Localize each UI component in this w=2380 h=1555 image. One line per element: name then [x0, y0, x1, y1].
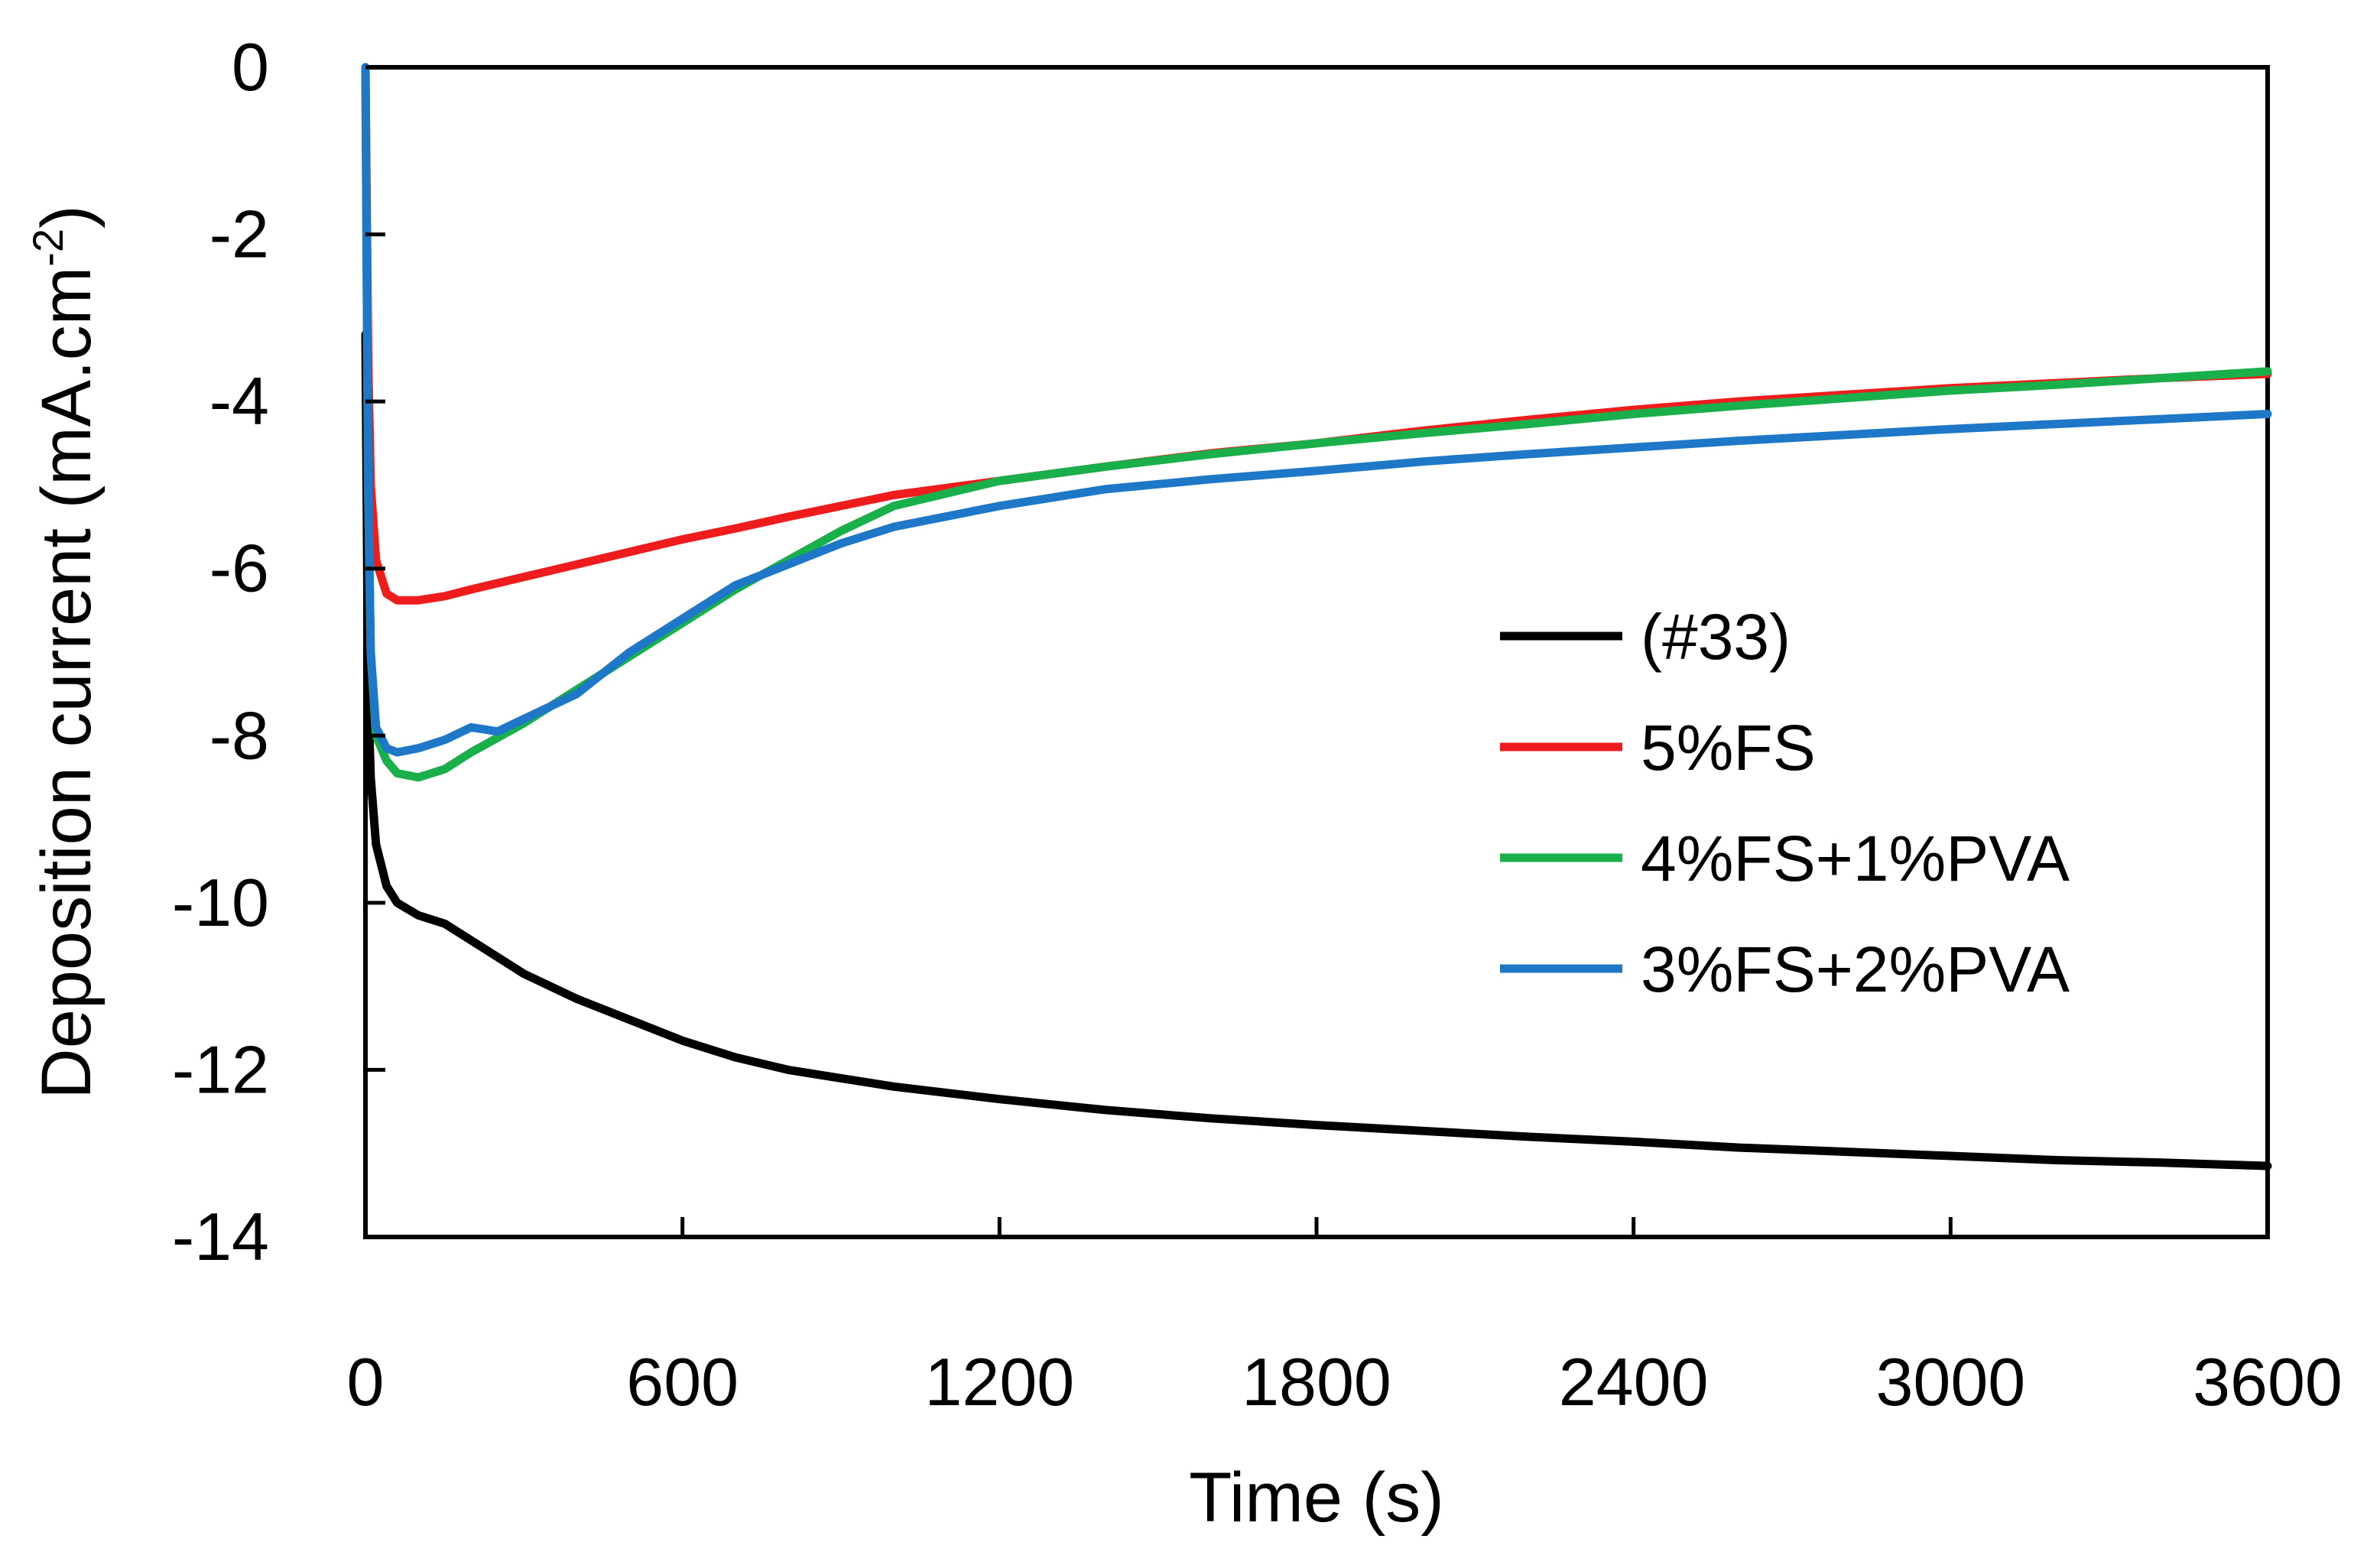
plot-area-frame: [363, 65, 2270, 1239]
legend-label-4-fs-1-pva: 4%FS+1%PVA: [1641, 823, 2070, 894]
y-tick-label: 0: [232, 29, 269, 105]
y-axis-title-main: Deposition current (mA.cm: [28, 267, 106, 1099]
y-tick-label: -10: [172, 865, 269, 940]
legend: (#33) 5%FS 4%FS+1%PVA 3%FS+2%PVA: [1500, 601, 2070, 1005]
legend-label-3-fs-2-pva: 3%FS+2%PVA: [1641, 933, 2070, 1005]
series-line-3-fs-2-pva: [361, 63, 2272, 757]
x-tick-label: 1800: [1242, 1344, 1391, 1420]
x-tick-label: 0: [347, 1344, 385, 1420]
legend-label-33: (#33): [1641, 601, 1791, 673]
y-tick-label: -12: [172, 1031, 269, 1107]
legend-label-5-fs: 5%FS: [1641, 712, 1816, 784]
y-tick-label: -2: [209, 196, 269, 272]
x-tick-label: 1200: [924, 1344, 1074, 1420]
y-tick-label: -6: [209, 531, 269, 606]
x-tick-label: 600: [626, 1344, 739, 1420]
x-tick-label: 3600: [2193, 1344, 2343, 1420]
y-tick-label: -8: [209, 697, 269, 773]
y-tick-label: -14: [172, 1199, 269, 1274]
y-tick-label: -4: [209, 363, 269, 439]
series-line-4-fs-1-pva: [361, 63, 2272, 782]
y-axis-title-superscript: -2: [24, 229, 72, 267]
y-axis-title-close: ): [28, 205, 106, 229]
x-tick-label: 3000: [1875, 1344, 2025, 1420]
y-axis-title: Deposition current (mA.cm-2): [24, 205, 106, 1099]
ticks-layer: 0 600 1200 1800 2400 3000 3600 0 -2 -4 -6 -8 -10 -12 -…: [172, 29, 2343, 1420]
x-axis-title: Time (s): [1189, 1459, 1444, 1537]
series-layer: [361, 63, 2272, 1170]
x-tick-label: 2400: [1559, 1344, 1709, 1420]
series-line-33: [361, 330, 2272, 1170]
